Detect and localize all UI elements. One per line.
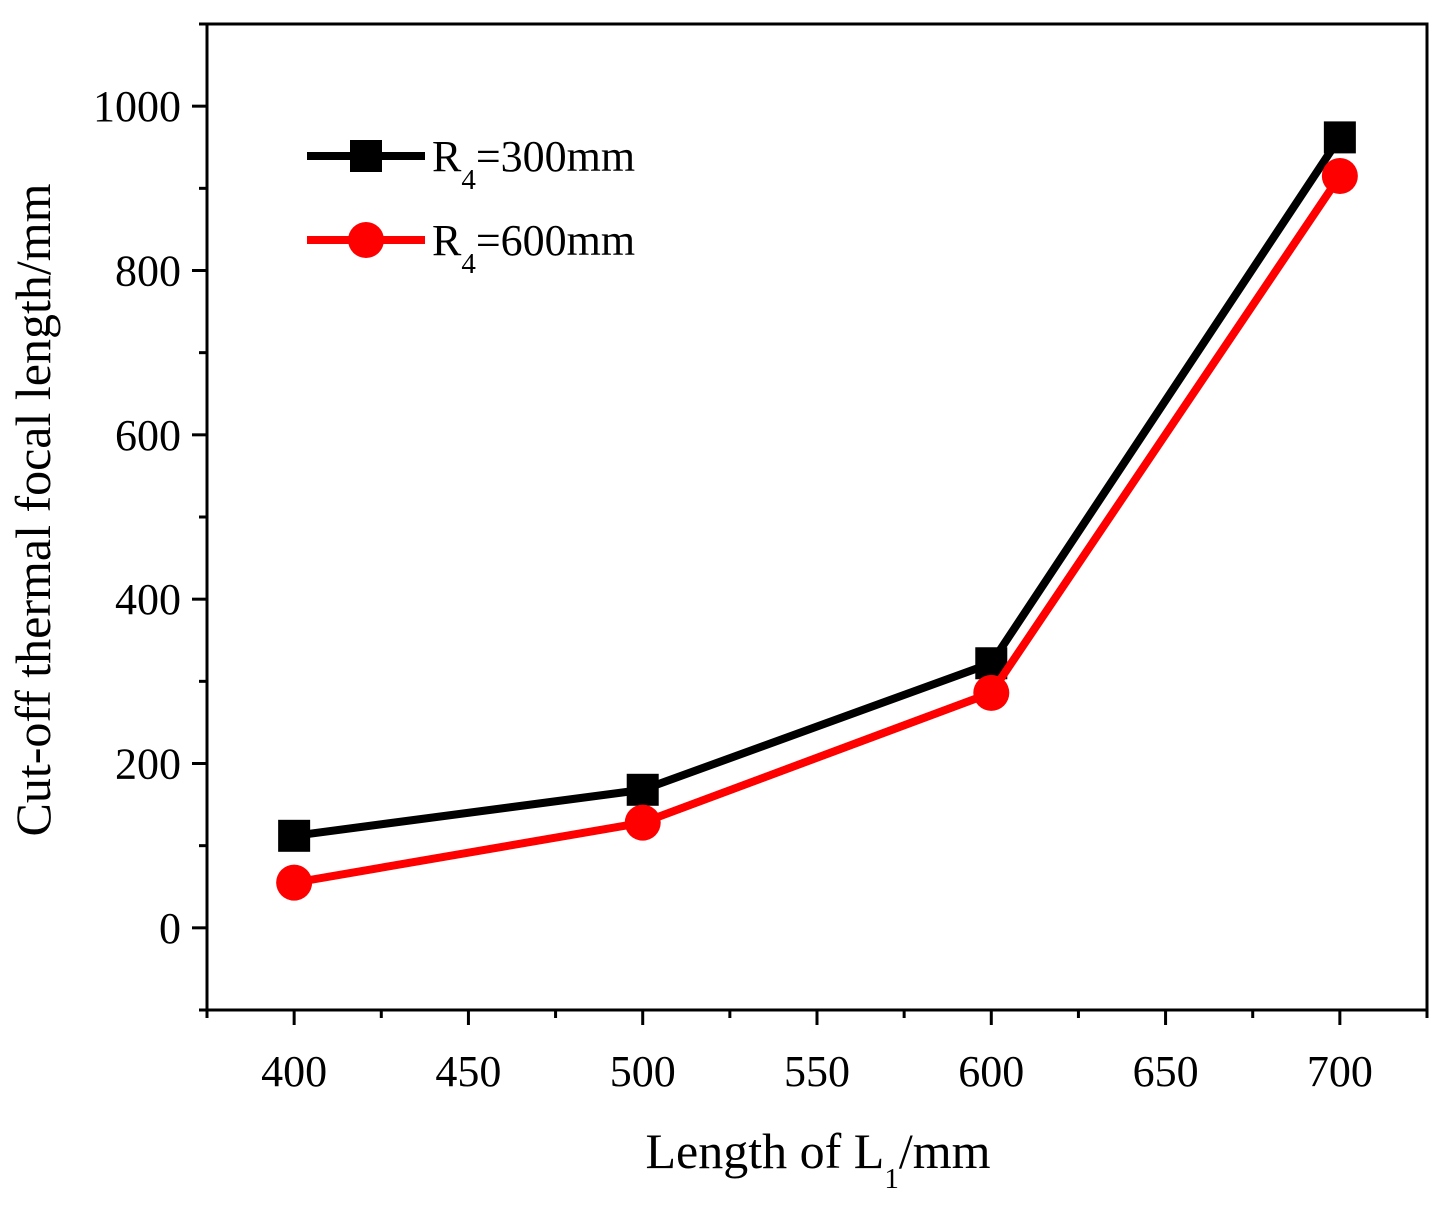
y-axis-title: Cut-off thermal focal length/mm (5, 183, 61, 836)
legend-label-main: R (432, 132, 462, 181)
legend-item-1: R4=300mm (307, 132, 635, 196)
x-tick-label: 600 (958, 1047, 1024, 1096)
x-axis-title-main: Length of L (645, 1123, 884, 1179)
series-layer (276, 121, 1358, 901)
series-line (293, 173, 1344, 887)
y-tick-label: 1000 (93, 82, 181, 131)
y-tick-label: 600 (115, 411, 181, 460)
x-axis-title: Length of L1/mm (645, 1123, 990, 1195)
legend-label-tail: =600mm (476, 216, 635, 265)
x-axis-title-tail: /mm (899, 1123, 991, 1179)
series-line (293, 135, 1344, 840)
x-tick-label: 650 (1133, 1047, 1199, 1096)
data-point-circle (1321, 158, 1358, 195)
data-point-square (626, 773, 659, 806)
legend-label-sub: 4 (461, 248, 476, 280)
x-tick-label: 550 (784, 1047, 850, 1096)
x-tick-label: 450 (435, 1047, 501, 1096)
y-tick-label: 200 (115, 740, 181, 789)
legend-label-main: R (432, 216, 462, 265)
data-point-circle (624, 804, 661, 841)
axes: 0 200 400 600 800 1000 400 450 500 550 600 650 700 (93, 22, 1429, 1096)
x-axis-title-sub: 1 (884, 1163, 899, 1195)
data-point-square (278, 819, 311, 852)
legend-label-tail: =300mm (476, 132, 635, 181)
legend-item-2: R4=600mm (307, 216, 635, 280)
legend-label: R4=600mm (432, 216, 635, 280)
y-tick-label: 800 (115, 247, 181, 296)
data-point-circle (276, 864, 313, 901)
series-2 (276, 158, 1358, 901)
legend-label: R4=300mm (432, 132, 635, 196)
data-point-circle (973, 674, 1010, 711)
legend-label-sub: 4 (461, 164, 476, 196)
y-tick-label: 400 (115, 575, 181, 624)
series-1 (278, 121, 1356, 852)
legend-marker-square (350, 140, 382, 172)
x-tick-label: 700 (1307, 1047, 1373, 1096)
x-tick-label: 400 (261, 1047, 327, 1096)
x-tick-label: 500 (610, 1047, 676, 1096)
data-point-square (1323, 121, 1356, 154)
y-tick-label: 0 (159, 904, 181, 953)
legend-marker-circle (348, 222, 384, 258)
